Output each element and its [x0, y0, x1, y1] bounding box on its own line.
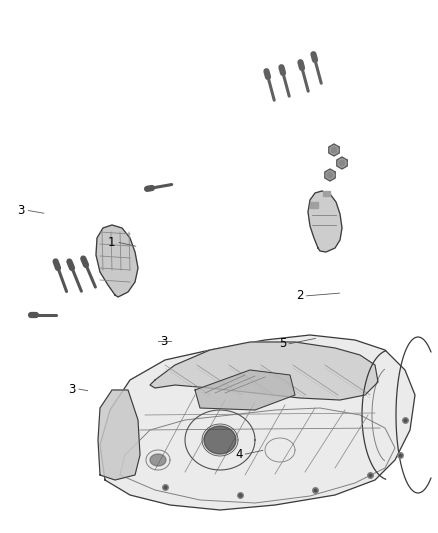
Polygon shape	[329, 144, 339, 156]
Polygon shape	[337, 157, 347, 169]
Polygon shape	[308, 191, 342, 252]
Text: 2: 2	[296, 289, 304, 302]
Text: 1: 1	[108, 236, 116, 249]
Polygon shape	[204, 426, 236, 454]
Polygon shape	[150, 342, 378, 400]
Polygon shape	[100, 335, 415, 510]
Polygon shape	[323, 191, 330, 196]
Text: 4: 4	[235, 448, 243, 461]
Polygon shape	[325, 169, 335, 181]
Polygon shape	[310, 202, 318, 208]
Polygon shape	[195, 370, 295, 410]
Text: 3: 3	[69, 383, 76, 395]
Text: 3: 3	[18, 204, 25, 217]
Polygon shape	[96, 225, 138, 297]
Polygon shape	[150, 454, 166, 466]
Polygon shape	[98, 390, 140, 480]
Text: 5: 5	[279, 337, 286, 350]
Text: 3: 3	[161, 335, 168, 348]
